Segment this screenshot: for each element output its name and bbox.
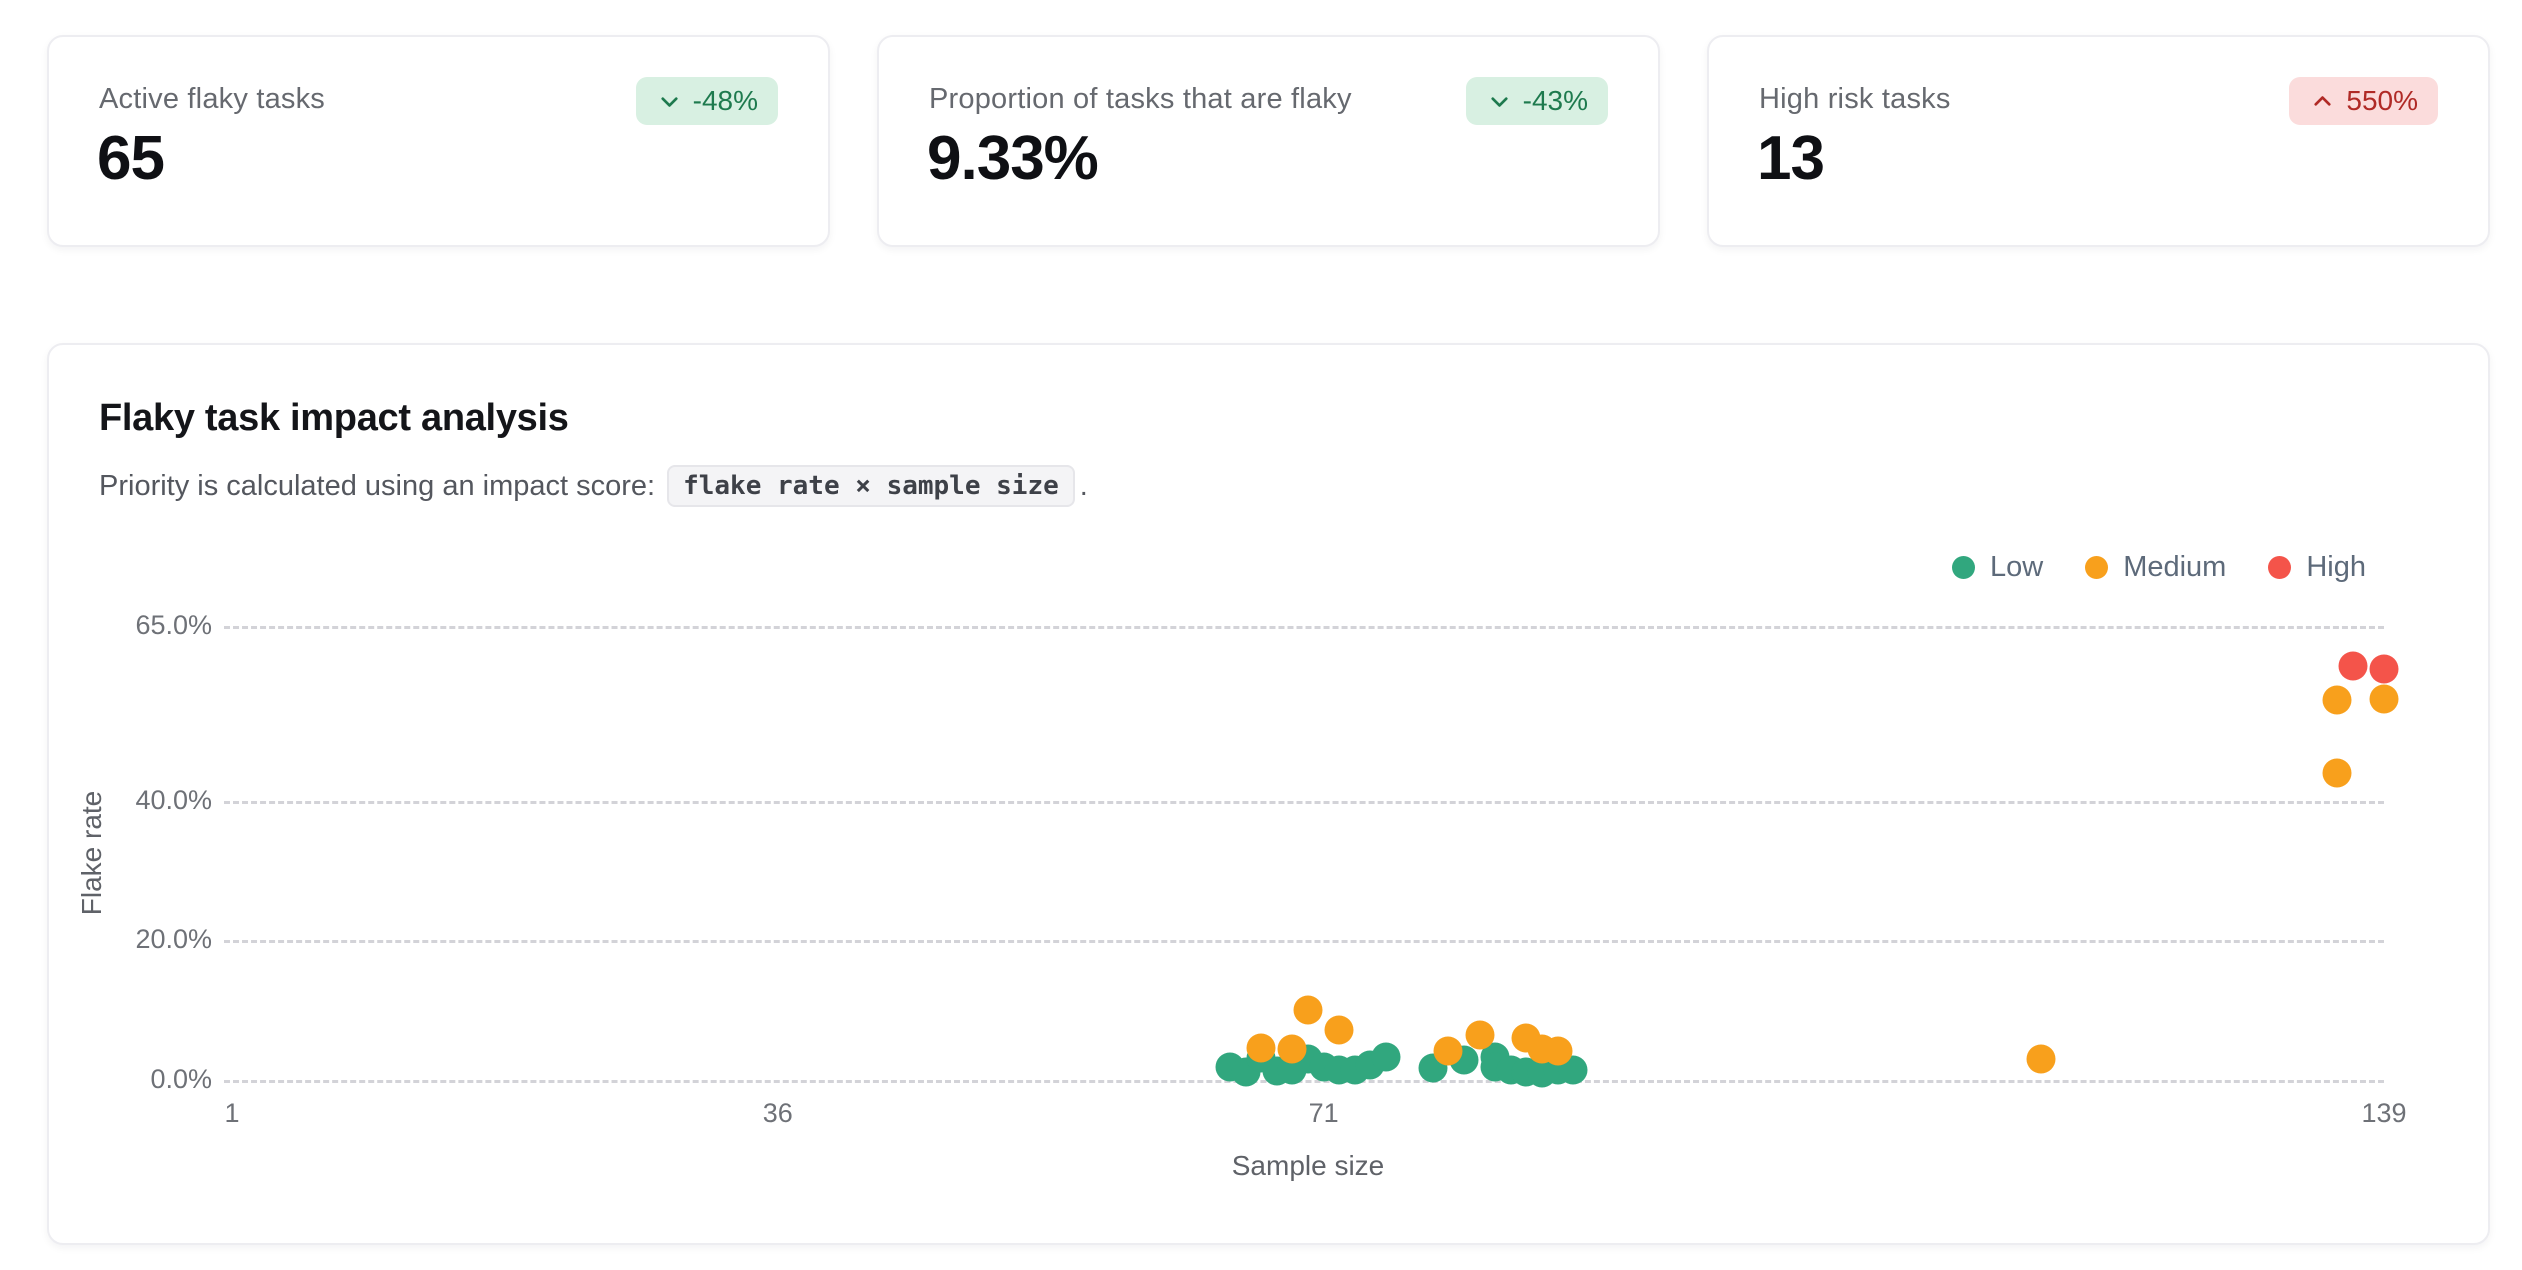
gridline	[224, 940, 2384, 944]
legend-dot-low-icon	[1951, 556, 1975, 579]
chart-legend: Low Medium High	[1951, 551, 2366, 584]
stat-value: 65	[97, 124, 165, 193]
stat-card-high-risk-tasks: High risk tasks 13 550%	[1707, 35, 2490, 247]
stat-card-active-flaky-tasks: Active flaky tasks 65 -48%	[47, 35, 830, 247]
scatter-point-medium[interactable]	[2322, 685, 2352, 715]
trend-badge: -48%	[635, 77, 778, 125]
legend-label: Low	[1989, 551, 2044, 583]
gridline	[224, 1080, 2384, 1083]
x-tick-label: 71	[1308, 1098, 1339, 1128]
legend-item-medium[interactable]: Medium	[2085, 551, 2226, 584]
flaky-task-impact-panel: Flaky task impact analysis Priority is c…	[47, 343, 2490, 1245]
legend-label: High	[2306, 551, 2366, 583]
subtitle-period: .	[1079, 469, 1088, 502]
x-axis-title: Sample size	[1231, 1150, 1385, 1181]
legend-label: Medium	[2123, 551, 2227, 583]
stat-value: 13	[1757, 124, 1825, 193]
scatter-point-medium[interactable]	[2026, 1044, 2056, 1074]
stat-value: 9.33%	[927, 124, 1099, 193]
chevron-down-icon	[656, 88, 683, 115]
scatter-point-medium[interactable]	[1293, 995, 1323, 1025]
stats-row: Active flaky tasks 65 -48% Proportion of…	[47, 35, 2490, 247]
scatter-point-medium[interactable]	[2369, 684, 2399, 714]
stat-card-flaky-proportion: Proportion of tasks that are flaky 9.33%…	[877, 35, 1660, 247]
scatter-point-medium[interactable]	[1433, 1036, 1463, 1066]
panel-title: Flaky task impact analysis	[99, 397, 569, 439]
chevron-up-icon	[2309, 88, 2336, 115]
y-tick-label: 40.0%	[135, 784, 212, 815]
x-tick-label: 36	[762, 1098, 793, 1128]
scatter-point-medium[interactable]	[1465, 1020, 1495, 1050]
scatter-point-high[interactable]	[2369, 654, 2399, 684]
scatter-point-medium[interactable]	[1324, 1015, 1354, 1045]
x-tick-label: 139	[2361, 1098, 2407, 1128]
scatter-point-medium[interactable]	[1543, 1036, 1572, 1066]
scatter-point-high[interactable]	[2338, 651, 2368, 681]
chevron-down-icon	[1486, 88, 1513, 115]
y-tick-label: 20.0%	[135, 924, 212, 955]
legend-item-high[interactable]: High	[2268, 551, 2366, 584]
scatter-point-medium[interactable]	[1246, 1033, 1276, 1063]
plot-area: Flake rate Sample size 65.0% 40.0% 20.0% 0.…	[76, 610, 2407, 1181]
subtitle-text: Priority is calculated using an impact s…	[99, 469, 656, 502]
x-tick-label: 1	[224, 1098, 240, 1128]
legend-dot-high-icon	[2268, 556, 2292, 579]
stat-label: High risk tasks	[1759, 83, 1951, 115]
trend-badge: -43%	[1465, 77, 1608, 125]
gridline	[224, 626, 2384, 629]
scatter-point-medium[interactable]	[1277, 1034, 1307, 1064]
scatter-point-medium[interactable]	[2322, 758, 2352, 788]
legend-dot-medium-icon	[2085, 556, 2109, 579]
impact-score-formula-chip: flake rate × sample size	[667, 465, 1075, 507]
stat-label: Proportion of tasks that are flaky	[929, 83, 1352, 115]
gridline	[224, 800, 2384, 804]
legend-item-low[interactable]: Low	[1951, 551, 2044, 584]
panel-subtitle: Priority is calculated using an impact s…	[99, 465, 1088, 507]
scatter-point-low[interactable]	[1371, 1042, 1401, 1072]
trend-badge-text: -48%	[692, 85, 758, 116]
trend-badge-text: 550%	[2346, 85, 2418, 116]
trend-badge-text: -43%	[1522, 85, 1588, 116]
y-tick-label: 0.0%	[150, 1063, 212, 1094]
stat-label: Active flaky tasks	[99, 83, 325, 115]
y-tick-label: 65.0%	[135, 609, 212, 640]
trend-badge: 550%	[2289, 77, 2438, 125]
